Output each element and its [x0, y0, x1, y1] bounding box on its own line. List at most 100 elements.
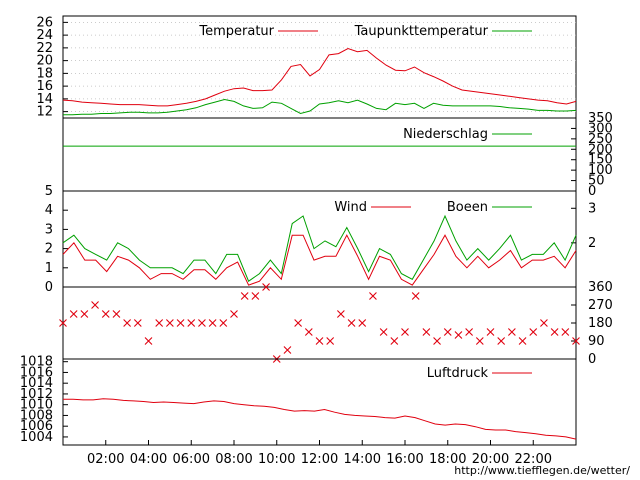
- wind-direction-point: [91, 301, 99, 309]
- legend-label: Boeen: [447, 200, 488, 215]
- wind-direction-point: [401, 328, 409, 336]
- legend-label: Wind: [334, 200, 367, 215]
- x-tick-label: 12:00: [301, 452, 338, 467]
- left-tick-label: 3: [45, 222, 53, 237]
- wind-direction-point: [198, 319, 206, 327]
- wind-direction-point: [561, 328, 570, 336]
- wind-direction-point: [369, 292, 377, 300]
- wind-direction-point: [80, 310, 89, 318]
- wind-direction-point: [336, 310, 345, 318]
- wind-direction-point: [454, 331, 463, 339]
- x-tick-label: 08:00: [215, 452, 252, 467]
- wind-direction-point: [187, 319, 196, 327]
- right-tick-label: 0: [588, 184, 596, 199]
- wind-direction-point: [155, 319, 164, 327]
- wind-direction-point: [133, 319, 142, 327]
- wind-direction-point: [219, 319, 228, 327]
- wind-direction-point: [497, 337, 506, 345]
- series-line-1: [62, 47, 577, 107]
- panel-4: 0 90 180 270 360: [59, 280, 613, 367]
- left-tick-label: 1012: [20, 387, 53, 402]
- wind-direction-point: [529, 328, 538, 336]
- x-tick-label: 04:00: [130, 452, 167, 467]
- right-tick-label: 360: [588, 280, 613, 295]
- panel-frame: [62, 358, 577, 446]
- wind-direction-point: [230, 310, 238, 318]
- x-tick-label: 22:00: [515, 452, 552, 467]
- left-tick-label: 18: [36, 66, 53, 81]
- wind-direction-point: [518, 337, 527, 345]
- left-tick-label: 5: [45, 184, 53, 199]
- wind-direction-point: [358, 319, 367, 327]
- wind-direction-point: [540, 319, 548, 327]
- left-tick-label: 22: [36, 41, 53, 56]
- left-tick-label: 1006: [20, 419, 53, 434]
- right-tick-label: 200: [588, 142, 613, 157]
- right-tick-label: 270: [588, 298, 613, 313]
- right-tick-label: 300: [588, 121, 613, 136]
- wind-direction-point: [69, 310, 78, 318]
- wind-direction-point: [443, 328, 452, 336]
- wind-direction-point: [304, 328, 313, 336]
- wind-direction-point: [283, 346, 292, 354]
- left-tick-label: 0: [45, 280, 53, 295]
- left-tick-label: 1008: [20, 408, 53, 423]
- left-tick-label: 14: [36, 92, 53, 107]
- left-tick-label: 12: [36, 105, 53, 120]
- series-line-1: [63, 398, 577, 440]
- series-line-1: [62, 234, 577, 286]
- left-tick-label: 1018: [20, 355, 53, 370]
- wind-direction-point: [112, 310, 121, 318]
- x-tick-label: 18:00: [429, 452, 466, 467]
- left-tick-label: 20: [36, 54, 53, 69]
- legend-label: Luftdruck: [427, 366, 489, 381]
- right-tick-label: 180: [588, 316, 613, 331]
- left-tick-label: 2: [45, 242, 53, 257]
- panel-frame: [62, 117, 577, 192]
- wind-direction-point: [433, 337, 441, 345]
- right-tick-label: 100: [588, 163, 613, 178]
- wind-direction-point: [572, 337, 580, 345]
- wind-direction-point: [251, 292, 260, 300]
- wind-direction-point: [208, 319, 217, 327]
- series-line-2: [63, 98, 577, 116]
- right-tick-label: 50: [588, 174, 605, 189]
- right-tick-label: 0: [588, 352, 596, 367]
- source-url: http://www.tiefflegen.de/wetter/: [454, 464, 630, 477]
- legend-label: Niederschlag: [403, 127, 488, 142]
- left-tick-label: 1014: [20, 376, 53, 391]
- right-tick-label: 150: [588, 153, 613, 168]
- wind-direction-point: [144, 337, 153, 345]
- left-tick-label: 16: [36, 79, 53, 94]
- wind-direction-point: [379, 328, 388, 336]
- wind-direction-point: [486, 328, 495, 336]
- wind-direction-point: [240, 292, 249, 300]
- left-tick-label: 24: [36, 28, 53, 43]
- wind-direction-point: [315, 337, 324, 345]
- right-tick-label: 3: [588, 201, 596, 216]
- wind-direction-point: [123, 319, 132, 327]
- wind-direction-point: [475, 337, 484, 345]
- panel-3: 0 1 2 3 4 5 2 3 Wind Boeen: [45, 184, 597, 295]
- wind-direction-point: [507, 328, 516, 336]
- wind-direction-point: [347, 319, 356, 327]
- wind-direction-point: [390, 337, 399, 345]
- right-tick-label: 2: [588, 236, 596, 251]
- panel-frame: [62, 286, 577, 360]
- left-tick-label: 26: [36, 15, 53, 30]
- wind-direction-point: [326, 337, 335, 345]
- left-tick-label: 4: [45, 203, 53, 218]
- x-tick-label: 16:00: [386, 452, 423, 467]
- wind-direction-point: [262, 283, 270, 291]
- x-tick-label: 14:00: [344, 452, 381, 467]
- x-tick-label: 20:00: [472, 452, 509, 467]
- series-line-2: [62, 214, 577, 282]
- left-tick-label: 1016: [20, 365, 53, 380]
- wind-direction-point: [165, 319, 174, 327]
- right-tick-label: 90: [588, 334, 605, 349]
